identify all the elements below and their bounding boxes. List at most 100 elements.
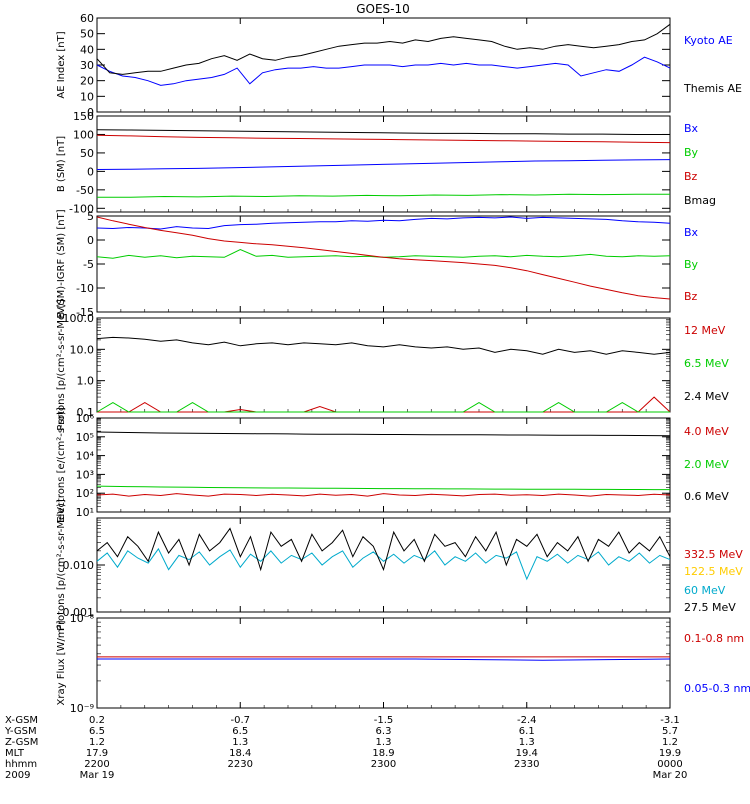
series-line-bz	[96, 134, 671, 144]
y-tick-label: 0	[87, 165, 94, 178]
legend-entry: 27.5 MeV	[684, 601, 736, 614]
series-line-bz	[96, 216, 671, 300]
y-tick-label: 10²	[76, 487, 94, 500]
x-axis-value: 0.2	[89, 715, 105, 726]
series-line-27-5-mev	[96, 527, 671, 572]
legend-entry: Themis AE	[683, 82, 742, 95]
legend-entry: Bx	[684, 122, 699, 135]
x-axis-value: 2230	[228, 759, 253, 770]
y-tick-label: 10⁵	[76, 431, 94, 444]
x-axis-value: 18.9	[372, 748, 394, 759]
x-axis-value: Mar 19	[80, 770, 115, 781]
y-tick-label: 10	[80, 90, 94, 103]
y-tick-label: -15	[76, 306, 94, 319]
y-axis-label: B (SM)-IGRF (SM) [nT]	[56, 209, 67, 318]
legend-entry: 2.0 MeV	[684, 458, 729, 471]
legend-entry: 332.5 MeV	[684, 548, 743, 561]
y-tick-label: 0	[87, 106, 94, 119]
y-tick-label: 0.010	[63, 559, 95, 572]
y-axis-label: B (SM) [nT]	[56, 136, 67, 192]
legend-entry: Bmag	[684, 194, 716, 207]
panel-frame	[96, 215, 671, 313]
legend-entry: Bz	[684, 170, 698, 183]
x-axis-value: 1.3	[519, 737, 535, 748]
y-tick-label: 10⁻⁹	[70, 702, 94, 715]
y-tick-label: 1.0	[77, 375, 95, 388]
x-axis-value: 1.3	[232, 737, 248, 748]
legend-entry: 0.05-0.3 nm	[684, 682, 750, 695]
panel-frame	[96, 417, 671, 513]
series-line-by	[97, 193, 670, 198]
x-axis-value: 2200	[84, 759, 109, 770]
series-line-0-6-mev	[96, 431, 671, 437]
panel-frame	[96, 317, 671, 413]
y-tick-label: 5	[87, 210, 94, 223]
y-tick-label: 10.0	[70, 343, 95, 356]
series-line-bmag	[96, 129, 670, 135]
x-axis-value: 1.2	[89, 737, 105, 748]
x-axis-row-label: X-GSM	[5, 715, 38, 726]
y-tick-label: 50	[80, 147, 94, 160]
x-axis-value: 6.1	[519, 726, 535, 737]
legend-entry: 60 MeV	[684, 584, 726, 597]
y-tick-label: 100.0	[63, 312, 95, 325]
x-axis-row-label: 2009	[5, 770, 30, 781]
y-axis-label: AE Index [nT]	[56, 31, 67, 98]
x-axis-value: 1.2	[662, 737, 678, 748]
y-tick-label: 10³	[76, 468, 94, 481]
x-axis-value: 0000	[657, 759, 682, 770]
x-axis-value: 6.3	[376, 726, 392, 737]
series-line-2-0-mev	[96, 485, 670, 491]
y-axis-label: Xray Flux [W/m²]	[56, 620, 67, 705]
x-axis-value: -1.5	[374, 715, 394, 726]
y-tick-label: 0.1	[77, 406, 95, 419]
legend-entry: Bz	[684, 290, 698, 303]
y-tick-label: 0.001	[63, 606, 95, 619]
series-line-2-4-mev	[96, 336, 671, 355]
legend-entry: 0.6 MeV	[684, 490, 729, 503]
x-axis-row-label: Y-GSM	[4, 726, 37, 737]
legend-entry: 2.4 MeV	[684, 390, 729, 403]
y-tick-label: 0	[87, 234, 94, 247]
y-tick-label: 100	[73, 128, 94, 141]
legend-entry: 0.1-0.8 nm	[684, 632, 744, 645]
plot-title: GOES-10	[356, 2, 410, 16]
series-line-kyoto-ae	[96, 56, 671, 86]
series-line-4-0-mev	[96, 493, 671, 497]
x-axis-value: 2300	[371, 759, 396, 770]
x-axis-value: 5.7	[662, 726, 678, 737]
x-axis-value: 2330	[514, 759, 539, 770]
y-axis-label: Protons [p/(cm²-s-sr-MeV)]	[56, 299, 67, 431]
legend-entry: Bx	[684, 226, 699, 239]
y-tick-label: 10⁶	[76, 412, 95, 425]
x-axis-value: -3.1	[660, 715, 680, 726]
legend-entry: 4.0 MeV	[684, 425, 729, 438]
y-tick-label: 10⁻⁸	[70, 612, 95, 625]
y-tick-label: -10	[76, 282, 94, 295]
panel-5: 10¹ 10² 10³ 10⁴ 10⁵ 10⁶ Electrons [e/(cm²-s-sr…	[56, 407, 729, 523]
y-tick-label: 40	[80, 43, 94, 56]
y-tick-label: -100	[69, 202, 94, 215]
y-tick-label: 10¹	[76, 506, 94, 519]
x-axis-value: 19.4	[516, 748, 538, 759]
x-axis-value: 6.5	[232, 726, 248, 737]
panel-2: -100 -50 0 50 100 150 B (SM) [nT] Bx By Bz Bmag	[56, 110, 716, 215]
y-tick-label: 150	[73, 110, 94, 123]
panel-frame	[96, 617, 671, 709]
legend-entry: 12 MeV	[684, 324, 726, 337]
legend-entry: By	[684, 258, 699, 271]
panel-1: 0 10 20 30 40 50 60 AE Index [nT] Kyoto AE Themis…	[56, 12, 742, 119]
x-axis-value: -0.7	[230, 715, 250, 726]
series-line-60-mev	[96, 547, 671, 581]
x-axis-value: 19.9	[659, 748, 681, 759]
y-tick-label: 60	[80, 12, 94, 25]
y-axis-label: Protons [p/(cm²-s-sr-MeV)]	[56, 499, 67, 631]
y-axis-label: Electrons [e/(cm²-s-sr)]	[56, 407, 67, 523]
y-tick-label: 30	[80, 59, 94, 72]
x-axis-value: 18.4	[229, 748, 251, 759]
legend-entry: Kyoto AE	[684, 34, 733, 47]
x-axis-row-label: MLT	[5, 748, 25, 759]
